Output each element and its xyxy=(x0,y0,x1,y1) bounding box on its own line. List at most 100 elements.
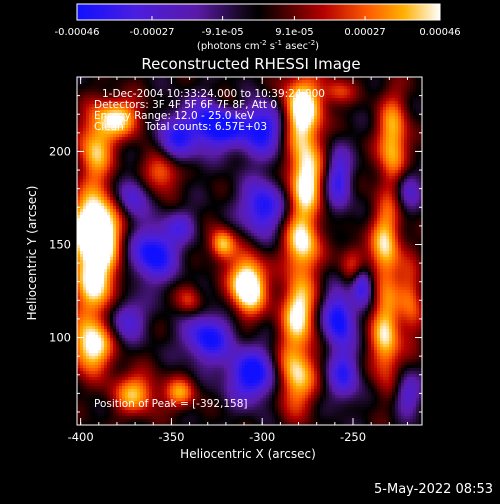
heatmap-cell xyxy=(173,233,176,236)
heatmap-cell xyxy=(83,245,86,248)
heatmap-cell xyxy=(122,200,125,203)
heatmap-cell xyxy=(140,266,143,269)
heatmap-cell xyxy=(161,365,164,368)
heatmap-cell xyxy=(131,173,134,176)
heatmap-cell xyxy=(167,419,170,422)
heatmap-cell xyxy=(155,188,158,191)
heatmap-cell xyxy=(98,305,101,308)
heatmap-cell xyxy=(125,287,128,290)
heatmap-cell xyxy=(86,86,89,89)
heatmap-cell xyxy=(122,317,125,320)
heatmap-cell xyxy=(143,365,146,368)
heatmap-cell xyxy=(104,269,107,272)
heatmap-cell xyxy=(86,230,89,233)
heatmap-cell xyxy=(146,284,149,287)
heatmap-cell xyxy=(134,341,137,344)
heatmap-cell xyxy=(155,329,158,332)
heatmap-cell xyxy=(134,194,137,197)
heatmap-cell xyxy=(203,77,206,80)
heatmap-cell xyxy=(128,155,131,158)
heatmap-cell xyxy=(197,413,200,416)
heatmap-cell xyxy=(116,386,119,389)
heatmap-cell xyxy=(176,167,179,170)
heatmap-cell xyxy=(89,179,92,182)
heatmap-cell xyxy=(95,230,98,233)
heatmap-cell xyxy=(110,413,113,416)
heatmap-cell xyxy=(185,281,188,284)
heatmap-cell xyxy=(197,236,200,239)
heatmap-cell xyxy=(113,392,116,395)
heatmap-cell xyxy=(86,236,89,239)
heatmap-cell xyxy=(188,323,191,326)
heatmap-cell xyxy=(128,230,131,233)
heatmap-cell xyxy=(86,179,89,182)
heatmap-cell xyxy=(149,212,152,215)
heatmap-cell xyxy=(164,260,167,263)
heatmap-cell xyxy=(155,374,158,377)
heatmap-cell xyxy=(113,215,116,218)
heatmap-cell xyxy=(107,239,110,242)
heatmap-cell xyxy=(158,329,161,332)
heatmap-cell xyxy=(80,317,83,320)
heatmap-cell xyxy=(101,209,104,212)
heatmap-cell xyxy=(110,179,113,182)
heatmap-cell xyxy=(176,311,179,314)
heatmap-cell xyxy=(152,359,155,362)
heatmap-cell xyxy=(125,326,128,329)
heatmap-cell xyxy=(86,308,89,311)
heatmap-cell xyxy=(128,224,131,227)
heatmap-cell xyxy=(134,386,137,389)
heatmap-cell xyxy=(164,188,167,191)
heatmap-cell xyxy=(119,335,122,338)
heatmap-cell xyxy=(128,416,131,419)
heatmap-cell xyxy=(173,368,176,371)
heatmap-cell xyxy=(122,209,125,212)
heatmap-cell xyxy=(167,203,170,206)
heatmap-cell xyxy=(170,146,173,149)
heatmap-cell xyxy=(146,230,149,233)
heatmap-cell xyxy=(125,254,128,257)
heatmap-cell xyxy=(101,332,104,335)
heatmap-cell xyxy=(173,176,176,179)
heatmap-cell xyxy=(107,356,110,359)
heatmap-cell xyxy=(92,305,95,308)
heatmap-cell xyxy=(185,389,188,392)
heatmap-cell xyxy=(194,392,197,395)
heatmap-cell xyxy=(197,233,200,236)
heatmap-cell xyxy=(164,320,167,323)
heatmap-cell xyxy=(86,158,89,161)
heatmap-cell xyxy=(89,329,92,332)
heatmap-cell xyxy=(164,272,167,275)
heatmap-cell xyxy=(146,347,149,350)
heatmap-cell xyxy=(149,200,152,203)
heatmap-cell xyxy=(77,119,80,122)
heatmap-cell xyxy=(173,77,176,80)
heatmap-cell xyxy=(107,311,110,314)
heatmap-cell xyxy=(191,419,194,422)
heatmap-cell xyxy=(86,287,89,290)
heatmap-cell xyxy=(131,161,134,164)
heatmap-cell xyxy=(176,200,179,203)
heatmap-cell xyxy=(173,332,176,335)
heatmap-cell xyxy=(101,260,104,263)
heatmap-cell xyxy=(86,254,89,257)
heatmap-cell xyxy=(80,395,83,398)
heatmap-cell xyxy=(80,407,83,410)
heatmap-cell xyxy=(203,206,206,209)
heatmap-cell xyxy=(110,209,113,212)
heatmap-cell xyxy=(119,383,122,386)
heatmap-cell xyxy=(92,230,95,233)
heatmap-cell xyxy=(128,413,131,416)
heatmap-cell xyxy=(95,89,98,92)
heatmap-cell xyxy=(194,305,197,308)
heatmap-cell xyxy=(197,239,200,242)
heatmap-cell xyxy=(185,386,188,389)
heatmap-cell xyxy=(200,152,203,155)
heatmap-cell xyxy=(173,269,176,272)
heatmap-cell xyxy=(77,101,80,104)
heatmap-cell xyxy=(185,164,188,167)
heatmap-cell xyxy=(80,365,83,368)
heatmap-cell xyxy=(200,137,203,140)
heatmap-cell xyxy=(158,380,161,383)
heatmap-cell xyxy=(146,266,149,269)
